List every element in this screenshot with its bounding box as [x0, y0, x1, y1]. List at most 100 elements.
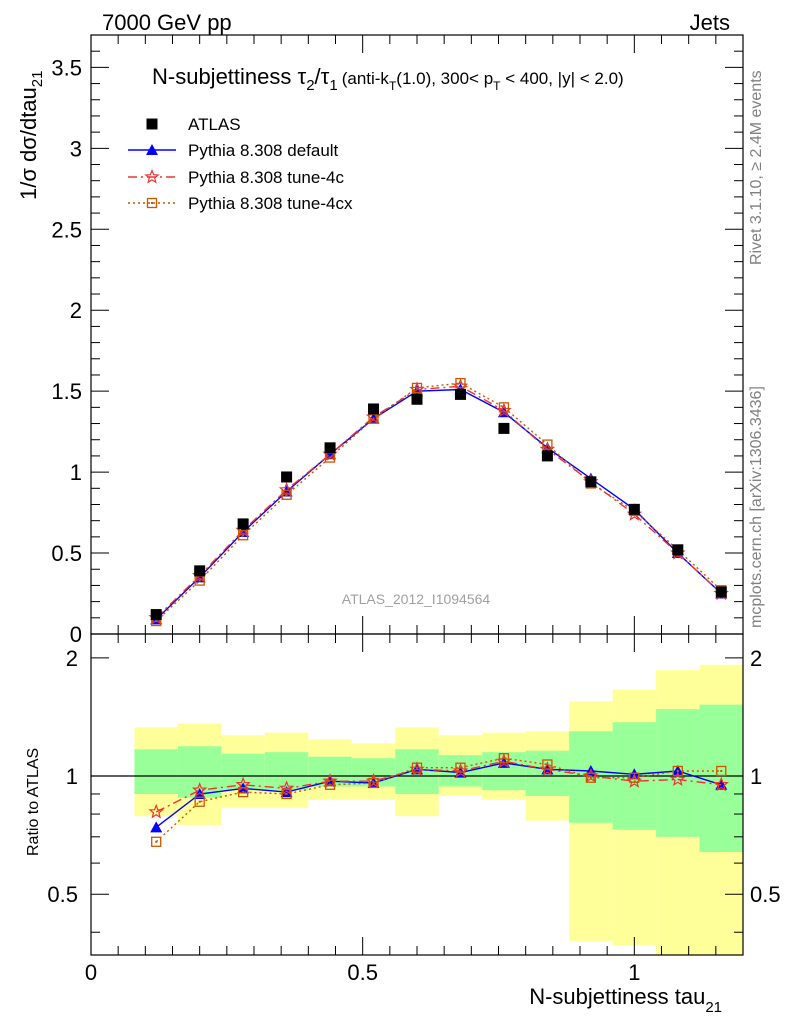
data-point — [194, 565, 206, 577]
ratio-point — [148, 803, 164, 819]
legend: ATLAS Pythia 8.308 default Pythia 8.308 tu… — [128, 115, 353, 213]
ratio-point-dot — [676, 769, 679, 772]
legend-marker — [146, 118, 158, 130]
ratio-point-dot — [633, 776, 636, 779]
ratio-point — [237, 786, 249, 798]
data-point — [454, 388, 466, 400]
data-point — [672, 544, 684, 556]
ratio-point — [498, 753, 510, 764]
legend-marker — [146, 197, 158, 209]
ratio-line — [155, 757, 722, 843]
series-point-dot — [372, 417, 375, 420]
series-point — [281, 489, 292, 500]
series-line-1 — [155, 388, 722, 620]
ratio-point — [194, 796, 205, 807]
y-tick-label: 2 — [70, 298, 82, 323]
ratio-point-dot — [242, 791, 245, 794]
y-label-main-text: 1/σ dσ/dtau — [16, 87, 41, 200]
chart-title: N-subjettiness τ2/τ1 (anti-kT(1.0), 300< … — [152, 64, 624, 94]
ratio-point — [629, 772, 640, 783]
main-panel: 0 0.5 1 1.5 2 2.5 3 3.5 — [51, 34, 744, 647]
ratio-point — [191, 782, 208, 797]
series-point-dot — [546, 443, 549, 446]
energy-label: 7000 GeV pp — [102, 10, 232, 35]
y-axis-label-main: 1/σ dσ/dtau21 — [16, 71, 46, 200]
x-axis-label: N-subjettiness tau21 — [529, 984, 722, 1016]
ratio-point — [368, 777, 379, 789]
y-tick-label: 1 — [70, 460, 82, 485]
ratio-point — [151, 836, 162, 847]
legend-marker-dot — [151, 202, 153, 204]
title-detail-t: T — [389, 79, 397, 93]
series-line-3 — [155, 382, 722, 622]
series-point-dot — [242, 534, 245, 537]
ratio-y-tick-label: 1 — [66, 764, 78, 789]
legend-label: ATLAS — [188, 115, 241, 134]
ratio-point-dot — [589, 776, 592, 779]
ratio-point-dot — [372, 781, 375, 784]
series-point — [237, 530, 249, 541]
y-tick-label: 0 — [70, 622, 82, 647]
ratio-panel: 0 0.5 1 0.5 0.5 1 1 2 2 — [47, 633, 781, 985]
ratio-point — [542, 759, 553, 770]
ratio-y-tick-label-right: 2 — [750, 646, 762, 671]
ratio-point-dot — [720, 769, 723, 772]
ratio-y-tick-label-right: 1 — [750, 764, 762, 789]
ratio-point-dot — [329, 783, 332, 786]
ratio-point — [324, 779, 336, 790]
analysis-watermark: ATLAS_2012_I1094564 — [342, 591, 491, 607]
series-point — [498, 402, 510, 413]
ratio-y-tick-label: 2 — [66, 646, 78, 671]
series-point-dot — [502, 406, 505, 409]
ratio-point — [716, 765, 727, 777]
legend-label: Pythia 8.308 tune-4c — [188, 168, 344, 187]
data-point — [237, 518, 249, 530]
mcplots-label: mcplots.cern.ch [arXiv:1306.3436] — [748, 386, 765, 628]
data-point — [324, 442, 336, 454]
title-detail: (anti-k — [342, 69, 390, 88]
y-tick-label: 3.5 — [51, 55, 82, 80]
x-label-sub: 21 — [705, 999, 722, 1016]
legend-marker — [146, 144, 158, 155]
data-point — [541, 450, 553, 462]
ratio-point — [585, 772, 597, 783]
series-point-dot — [285, 493, 288, 496]
series-point-dot — [155, 620, 158, 623]
ratio-point-dot — [155, 840, 158, 843]
ratio-line — [155, 762, 722, 828]
jets-label: Jets — [690, 10, 730, 35]
ratio-point-dot — [546, 763, 549, 766]
ratio-point — [278, 780, 295, 795]
series-line-2 — [155, 385, 722, 619]
y-tick-label: 1.5 — [51, 379, 82, 404]
x-tick-label: 1 — [628, 960, 640, 985]
series-point-dot — [329, 456, 332, 459]
ratio-point-dot — [416, 766, 418, 769]
ratio-y-tick-label: 0.5 — [47, 882, 78, 907]
y-label-main-sub: 21 — [29, 71, 46, 88]
series-point-dot — [198, 579, 201, 582]
ratio-y-tick-label-right: 0.5 — [750, 882, 781, 907]
data-point — [585, 476, 597, 488]
data-point — [368, 403, 380, 415]
ratio-line — [155, 760, 722, 813]
data-point — [498, 422, 510, 434]
ratio-point-dot — [198, 800, 201, 803]
uncertainty-band-inner — [264, 752, 309, 791]
title-detail-end: < 400, |y| < 2.0) — [501, 69, 624, 88]
ratio-point — [455, 762, 466, 773]
series-point-dot — [416, 386, 418, 389]
title-sub2: 2 — [306, 77, 314, 94]
ratio-point — [713, 776, 729, 792]
y-tick-label: 0.5 — [51, 541, 82, 566]
y-axis-label-ratio: Ratio to ATLAS — [25, 748, 42, 856]
y-tick-label: 3 — [70, 136, 82, 161]
rivet-version-label: Rivet 3.1.10, ≥ 2.4M events — [748, 70, 765, 265]
series-point — [278, 481, 295, 497]
series-point — [542, 439, 553, 450]
y-tick-label: 2.5 — [51, 217, 82, 242]
legend-marker — [144, 168, 160, 184]
ratio-point-dot — [285, 792, 288, 795]
legend-label: Pythia 8.308 tune-4cx — [188, 194, 353, 213]
